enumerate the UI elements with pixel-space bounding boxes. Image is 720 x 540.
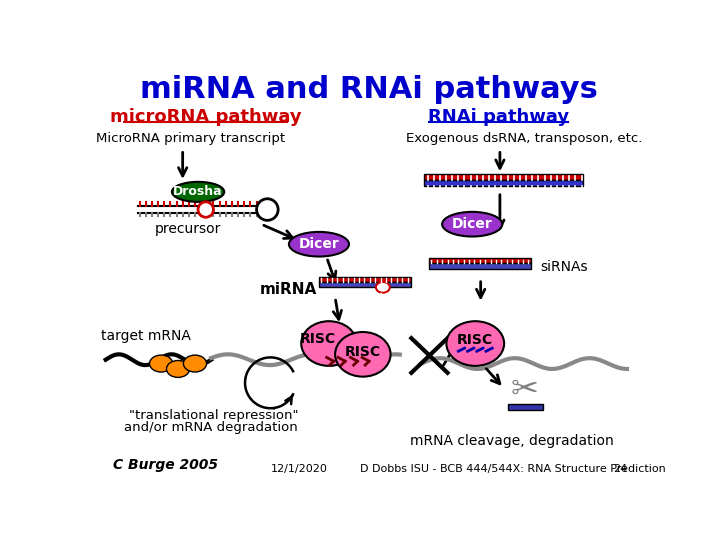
Bar xyxy=(429,264,531,269)
Ellipse shape xyxy=(301,321,356,366)
Text: RNAi pathway: RNAi pathway xyxy=(428,108,569,126)
Text: and/or mRNA degradation: and/or mRNA degradation xyxy=(125,421,298,434)
Text: 12/1/2020: 12/1/2020 xyxy=(271,464,328,474)
Text: D Dobbs ISU - BCB 444/544X: RNA Structure Prediction: D Dobbs ISU - BCB 444/544X: RNA Structur… xyxy=(360,464,665,474)
Text: microRNA pathway: microRNA pathway xyxy=(110,108,302,126)
Text: miRNA and RNAi pathways: miRNA and RNAi pathways xyxy=(140,75,598,104)
Text: mRNA cleavage, degradation: mRNA cleavage, degradation xyxy=(410,434,613,448)
Text: Exogenous dsRNA, transposon, etc.: Exogenous dsRNA, transposon, etc. xyxy=(406,132,643,145)
Circle shape xyxy=(198,202,213,217)
Bar xyxy=(429,258,531,264)
Text: RISC: RISC xyxy=(300,332,336,346)
Bar xyxy=(319,282,411,287)
Ellipse shape xyxy=(446,321,504,366)
Text: Drosha: Drosha xyxy=(174,185,223,198)
Text: "translational repression": "translational repression" xyxy=(129,409,298,422)
Text: Dicer: Dicer xyxy=(452,217,492,231)
Ellipse shape xyxy=(184,355,207,372)
Ellipse shape xyxy=(442,212,503,237)
Ellipse shape xyxy=(335,332,390,377)
Bar xyxy=(425,180,583,186)
Text: target mRNA: target mRNA xyxy=(101,329,191,343)
Bar xyxy=(425,174,583,180)
Bar xyxy=(319,276,411,282)
Ellipse shape xyxy=(289,232,349,256)
Text: C Burge 2005: C Burge 2005 xyxy=(113,458,218,472)
Text: RISC: RISC xyxy=(457,334,493,347)
Text: RISC: RISC xyxy=(345,345,381,359)
Ellipse shape xyxy=(376,282,390,293)
Ellipse shape xyxy=(166,361,189,377)
Bar xyxy=(508,404,543,410)
Text: precursor: precursor xyxy=(155,222,221,236)
Circle shape xyxy=(256,199,278,220)
Text: ✂: ✂ xyxy=(510,373,539,406)
Text: Dicer: Dicer xyxy=(299,237,339,251)
Text: 24: 24 xyxy=(613,464,628,474)
Text: MicroRNA primary transcript: MicroRNA primary transcript xyxy=(96,132,285,145)
Text: miRNA: miRNA xyxy=(259,282,317,297)
Ellipse shape xyxy=(150,355,173,372)
Ellipse shape xyxy=(172,182,224,202)
Text: siRNAs: siRNAs xyxy=(540,260,588,274)
